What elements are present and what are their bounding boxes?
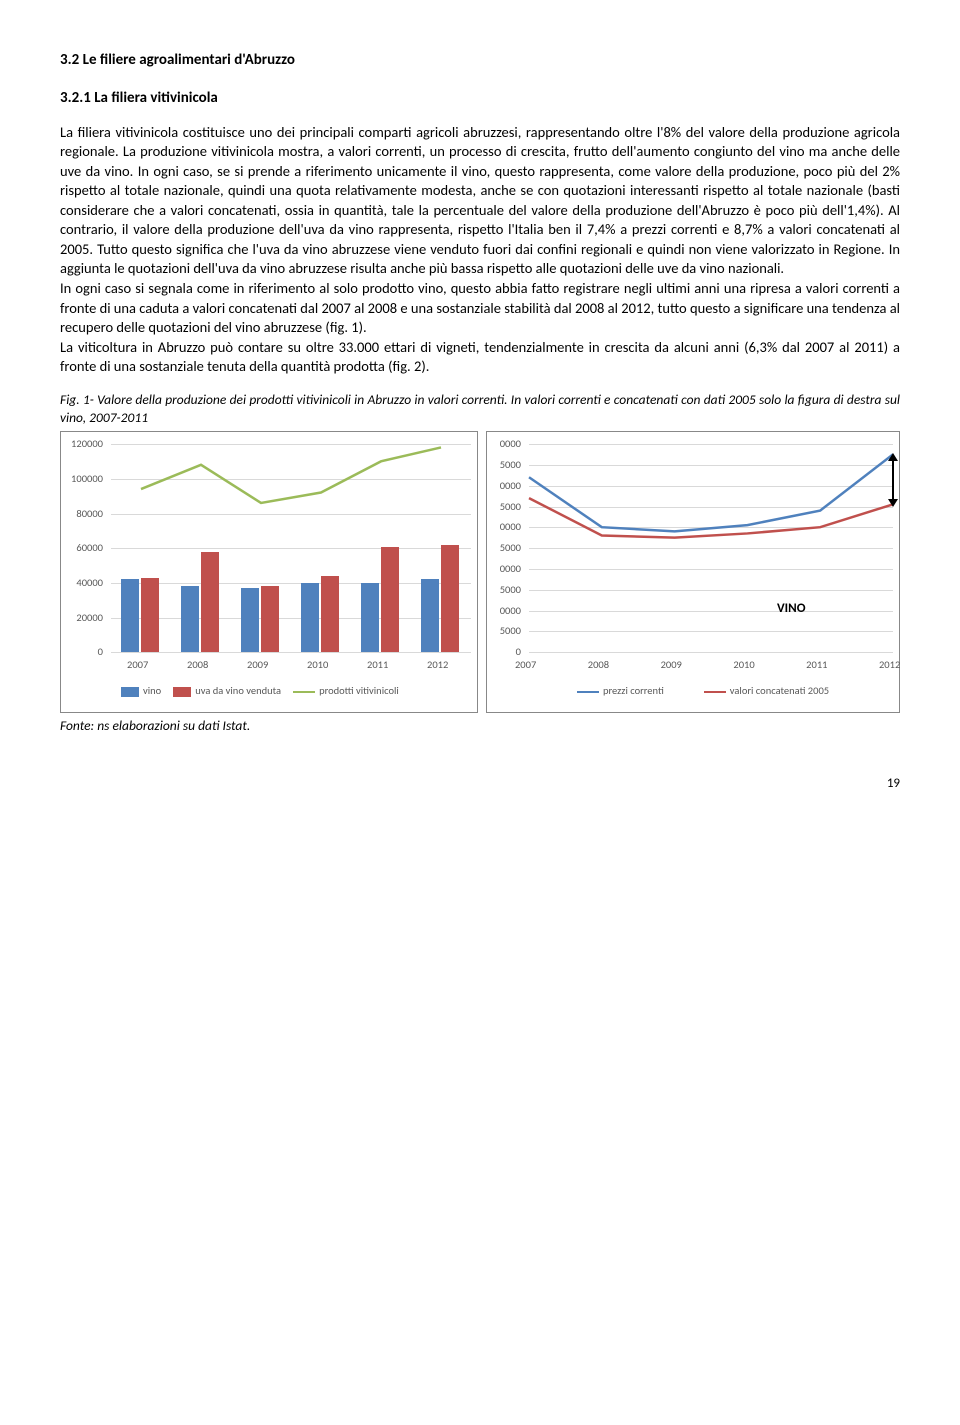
section-heading: 3.2 Le filiere agroalimentari d'Abruzzo — [60, 50, 900, 70]
charts-row: 0200004000060000800001000001200002007200… — [60, 431, 900, 713]
chart-legend: vinouva da vino vendutaprodotti vitivini… — [121, 684, 399, 698]
chart-left-panel: 0200004000060000800001000001200002007200… — [60, 431, 478, 713]
line-overlay — [487, 432, 903, 712]
source-note: Fonte: ns elaborazioni su dati Istat. — [60, 717, 900, 735]
chart-legend: prezzi correntivalori concatenati 2005 — [577, 684, 829, 698]
chart-right-panel: 0500000005000000050000000500000005000000… — [486, 431, 900, 713]
gap-arrow — [892, 461, 894, 499]
chart-title: VINO — [777, 600, 806, 618]
sub-heading: 3.2.1 La filiera vitivinicola — [60, 88, 900, 108]
arrow-head-icon — [888, 453, 898, 461]
line-overlay — [61, 432, 481, 712]
figure-caption: Fig. 1- Valore della produzione dei prod… — [60, 391, 900, 427]
page-number: 19 — [60, 775, 900, 793]
arrow-head-icon — [888, 499, 898, 507]
body-paragraph: La filiera vitivinicola costituisce uno … — [60, 123, 900, 377]
